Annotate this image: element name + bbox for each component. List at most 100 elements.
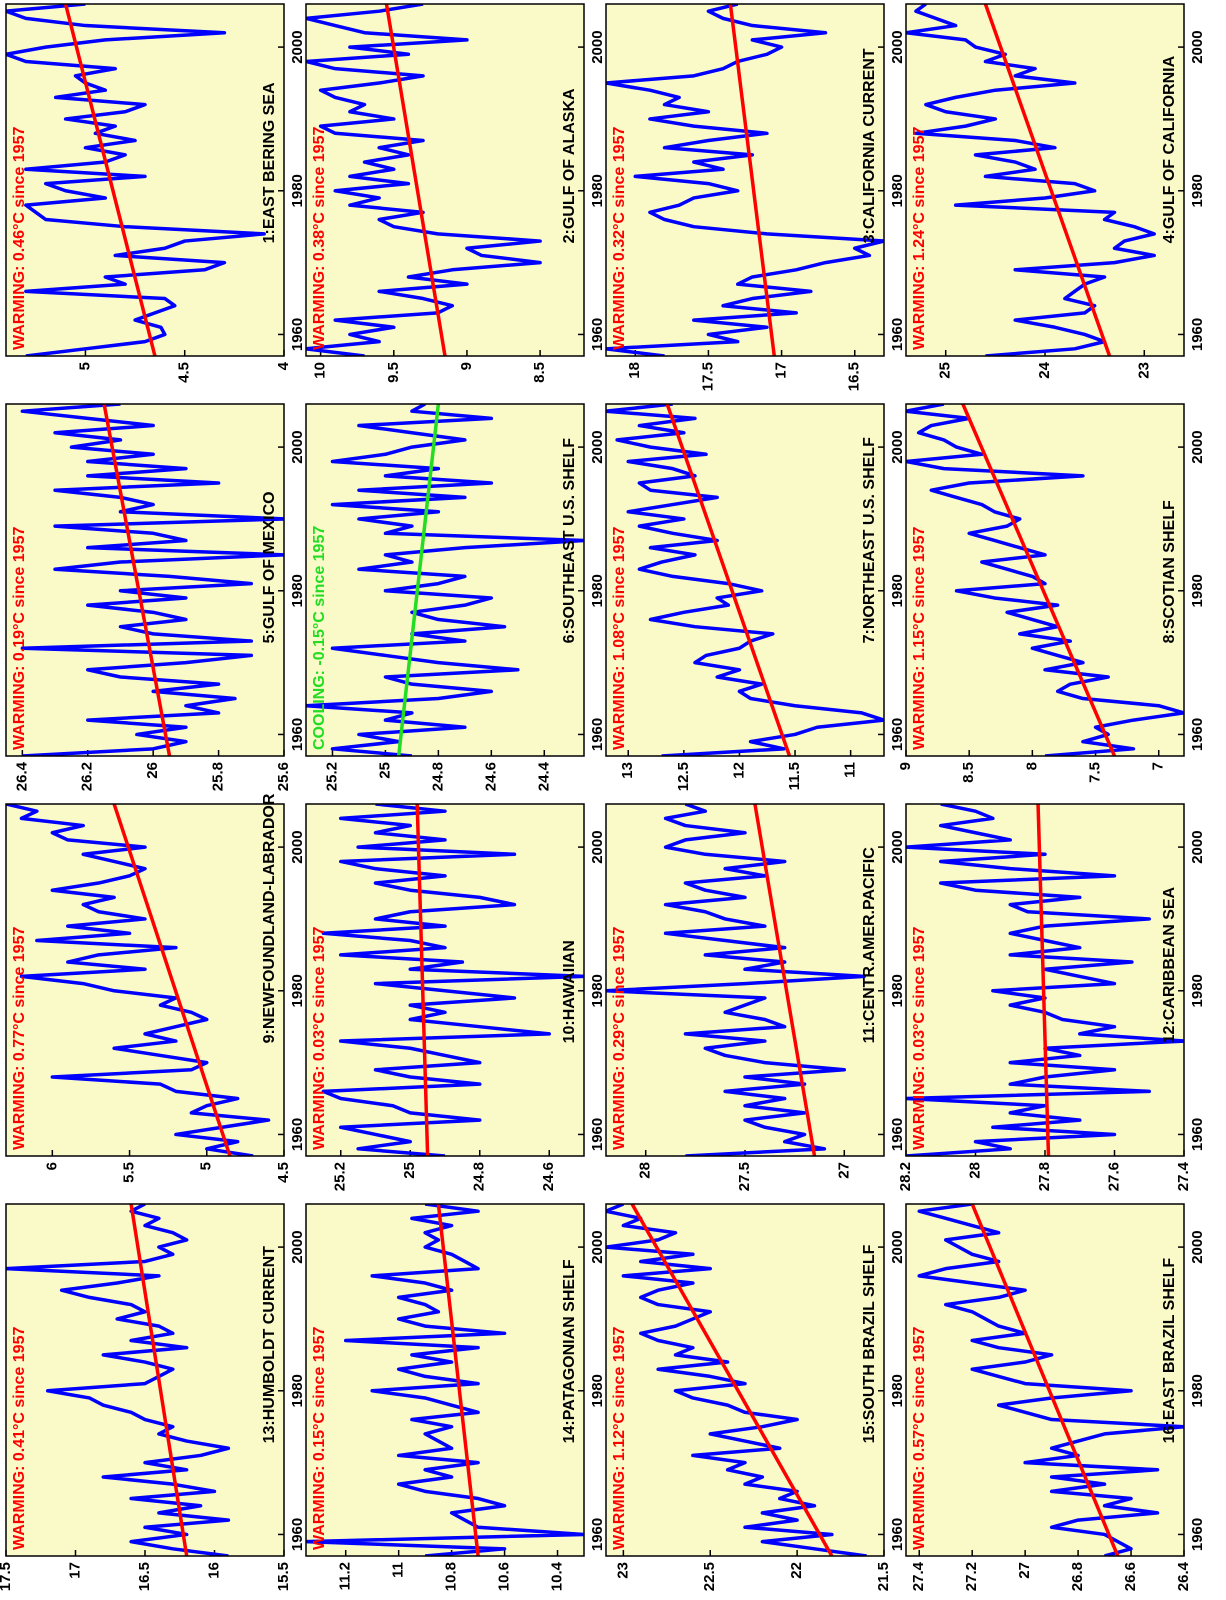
y-tick-label: 27.8 <box>1036 1162 1053 1191</box>
plot-area <box>606 1204 884 1556</box>
y-tick-label: 25.8 <box>210 762 227 791</box>
x-tick-label: 2000 <box>889 1230 906 1263</box>
y-tick-label: 4.5 <box>176 362 193 383</box>
y-tick-label: 5 <box>198 1162 215 1170</box>
y-tick-label: 27.5 <box>736 1162 753 1191</box>
data-line <box>6 1204 231 1556</box>
annotation: WARMING: 0.15°C since 1957 <box>311 1327 328 1550</box>
data-line <box>20 404 284 756</box>
y-tick-label: 25.6 <box>275 762 292 791</box>
y-tick-label: 26.2 <box>79 762 96 791</box>
data-line <box>606 804 866 1156</box>
annotation: WARMING: 0.29°C since 1957 <box>611 927 628 1150</box>
trend-line <box>630 1204 834 1556</box>
plot-area <box>6 4 284 356</box>
x-tick-label: 2000 <box>289 30 306 63</box>
trend-line <box>665 404 792 756</box>
data-line <box>6 804 271 1156</box>
x-tick-label: 1960 <box>1189 318 1206 351</box>
y-tick-label: 11 <box>842 762 859 778</box>
x-tick-label: 2000 <box>889 30 906 63</box>
data-line <box>321 804 584 1156</box>
panel: 11 11.5 12 12.5 13 1960 1980 2000 WARMING: 1.08°… <box>605 403 906 791</box>
annotation: WARMING: 0.38°C since 1957 <box>311 127 328 350</box>
y-tick-label: 25 <box>937 362 954 379</box>
plot-frame <box>605 3 885 357</box>
x-tick-label: 1960 <box>289 718 306 751</box>
plot-area <box>306 4 584 356</box>
plot-area <box>6 1204 284 1556</box>
y-tick-label: 9 <box>897 762 914 770</box>
trend-line <box>129 1204 189 1556</box>
y-tick-label: 5 <box>76 362 93 370</box>
x-tick-label: 2000 <box>1189 830 1206 863</box>
annotation: WARMING: 1.12°C since 1957 <box>611 1327 628 1550</box>
data-line <box>606 4 884 356</box>
plot-frame <box>5 403 285 757</box>
x-tick-label: 1960 <box>289 318 306 351</box>
y-tick-label: 28.2 <box>897 1162 914 1191</box>
panel: 23 24 25 1960 1980 2000 WARMING: 1.24°C since … <box>905 3 1206 379</box>
x-tick-label: 2000 <box>589 430 606 463</box>
plot-frame <box>605 1203 885 1557</box>
annotation: WARMING: 1.08°C since 1957 <box>611 527 628 750</box>
y-tick-label: 7 <box>1150 762 1167 770</box>
panel-title: 13:HUMBOLDT CURRENT <box>261 1246 278 1444</box>
x-tick-label: 1960 <box>1189 1118 1206 1151</box>
y-tick-label: 26.4 <box>1175 1561 1192 1591</box>
x-tick-label: 1980 <box>589 1374 606 1407</box>
y-tick-label: 13 <box>619 762 636 779</box>
y-tick-label: 17 <box>66 1562 83 1579</box>
y-tick-label: 17.5 <box>699 362 716 391</box>
x-tick-label: 2000 <box>889 430 906 463</box>
x-tick-label: 1980 <box>589 574 606 607</box>
y-tick-label: 24.8 <box>429 762 446 791</box>
y-tick-label: 12 <box>730 762 747 779</box>
x-tick-label: 1980 <box>289 1374 306 1407</box>
x-tick-label: 2000 <box>589 30 606 63</box>
data-line <box>906 804 1184 1156</box>
panel: 27.4 27.6 27.8 28 28.2 1960 1980 2000 WARMING: 0… <box>897 803 1206 1191</box>
x-tick-label: 1960 <box>889 1118 906 1151</box>
y-tick-label: 11.5 <box>786 762 803 790</box>
x-tick-label: 1980 <box>889 574 906 607</box>
y-tick-label: 23 <box>1135 362 1152 379</box>
panel: 15.5 16 16.5 17 17.5 1960 1980 2000 WARMING: 0.4… <box>0 1203 306 1591</box>
plot-frame <box>905 403 1185 757</box>
trend-line <box>753 804 817 1156</box>
trend-line <box>112 804 232 1156</box>
x-tick-label: 2000 <box>289 830 306 863</box>
trend-line <box>961 404 1117 756</box>
y-tick-label: 24 <box>1036 361 1053 378</box>
plot-frame <box>305 3 585 357</box>
x-tick-label: 1980 <box>1189 1374 1206 1407</box>
plot-area <box>606 404 884 756</box>
y-tick-label: 27.2 <box>963 1562 980 1591</box>
panel: 4 4.5 5 1960 1980 2000 WARMING: 0.46°C since 1… <box>5 3 306 383</box>
annotation: WARMING: 0.03°C since 1957 <box>311 927 328 1150</box>
y-tick-label: 4.5 <box>275 1162 292 1183</box>
y-tick-label: 8 <box>1023 762 1040 770</box>
panel-title: 2:GULF OF ALASKA <box>561 88 578 243</box>
y-tick-label: 24.8 <box>471 1162 488 1191</box>
panel: 24.4 24.6 24.8 25 25.2 1960 1980 2000 COOLING: -… <box>305 403 606 791</box>
y-tick-label: 28 <box>966 1162 983 1179</box>
x-tick-label: 1960 <box>289 1518 306 1551</box>
x-tick-label: 1960 <box>889 1518 906 1551</box>
x-tick-label: 2000 <box>1189 30 1206 63</box>
y-tick-label: 11 <box>390 1562 407 1578</box>
y-tick-label: 21.5 <box>875 1562 892 1591</box>
y-tick-label: 10.6 <box>496 1562 513 1591</box>
x-tick-label: 1980 <box>289 174 306 207</box>
plot-frame <box>905 1203 1185 1557</box>
plot-area <box>606 4 884 356</box>
panel-title: 3:CALIFORNIA CURRENT <box>861 48 878 243</box>
panel-title: 15:SOUTH BRAZIL SHELF <box>861 1244 878 1443</box>
plot-frame <box>5 1203 285 1557</box>
panel-title: 6:SOUTHEAST U.S. SHELF <box>561 438 578 644</box>
y-tick-label: 24.4 <box>535 761 552 791</box>
panel: 27 27.5 28 1960 1980 2000 WARMING: 0.29°C sinc… <box>605 803 906 1191</box>
x-tick-label: 1980 <box>889 1374 906 1407</box>
plot-frame <box>605 803 885 1157</box>
y-tick-label: 17.5 <box>0 1562 14 1591</box>
